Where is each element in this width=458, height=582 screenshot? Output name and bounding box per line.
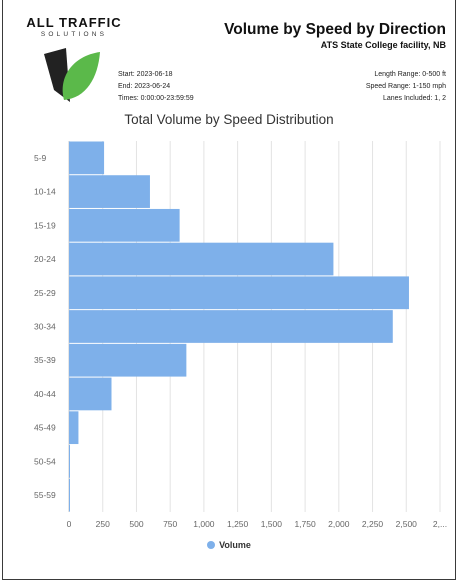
chart-title: Total Volume by Speed Distribution	[124, 112, 334, 127]
bar	[69, 242, 334, 276]
legend-label: Volume	[219, 540, 251, 550]
y-tick-label: 25-29	[34, 288, 56, 298]
x-tick-label: 2,500	[396, 519, 418, 529]
x-tick-label: 1,500	[261, 519, 283, 529]
bar	[69, 377, 112, 411]
y-tick-label: 40-44	[34, 389, 56, 399]
y-tick-label: 55-59	[34, 490, 56, 500]
bar	[69, 141, 105, 175]
bar	[69, 343, 187, 377]
x-tick-label: 1,250	[227, 519, 249, 529]
legend-swatch	[207, 541, 216, 549]
report-meta-right: Length Range: 0-500 ft Speed Range: 1-15…	[366, 69, 446, 105]
bar	[69, 478, 70, 512]
start-date: Start: 2023-06-18	[118, 71, 173, 78]
length-range: Length Range: 0-500 ft	[374, 71, 446, 78]
y-tick-label: 30-34	[34, 322, 56, 332]
report-title: Volume by Speed by Direction	[224, 21, 446, 38]
bar	[69, 445, 70, 478]
x-tick-label: 500	[129, 519, 143, 529]
x-tick-label: 1,750	[294, 519, 316, 529]
y-tick-label: 20-24	[34, 254, 56, 264]
report-meta-left: Start: 2023-06-18 End: 2023-06-24 Times:…	[118, 69, 194, 105]
x-tick-label: 2,...	[433, 519, 447, 529]
bar	[69, 411, 79, 445]
speed-range: Speed Range: 1-150 mph	[365, 83, 446, 90]
report-subtitle: ATS State College facility, NB	[320, 40, 446, 50]
bar	[69, 276, 409, 310]
brand-subtitle: SOLUTIONS	[40, 31, 108, 38]
x-tick-label: 2,000	[328, 519, 350, 529]
y-tick-label: 50-54	[34, 456, 56, 466]
y-tick-label: 35-39	[34, 355, 56, 365]
ats-logo-icon	[44, 48, 100, 102]
y-tick-label: 45-49	[34, 423, 56, 433]
bar	[69, 310, 393, 343]
lanes-included: Lanes Included: 1, 2	[382, 95, 446, 102]
bar	[69, 208, 180, 242]
x-tick-label: 750	[163, 519, 177, 529]
brand-block: ALL TRAFFIC SOLUTIONS	[14, 15, 134, 38]
x-tick-label: 250	[96, 519, 110, 529]
x-tick-label: 0	[67, 519, 72, 529]
chart-legend[interactable]: Volume	[0, 540, 458, 550]
y-tick-label: 10-14	[34, 187, 56, 197]
y-tick-label: 15-19	[34, 220, 56, 230]
x-tick-label: 1,000	[193, 519, 215, 529]
end-date: End: 2023-06-24	[118, 83, 171, 90]
time-range: Times: 0:00:00-23:59:59	[118, 95, 194, 102]
y-tick-label: 5-9	[34, 153, 47, 163]
bar	[69, 175, 150, 208]
brand-name: ALL TRAFFIC	[26, 15, 122, 30]
x-tick-label: 2,250	[362, 519, 384, 529]
